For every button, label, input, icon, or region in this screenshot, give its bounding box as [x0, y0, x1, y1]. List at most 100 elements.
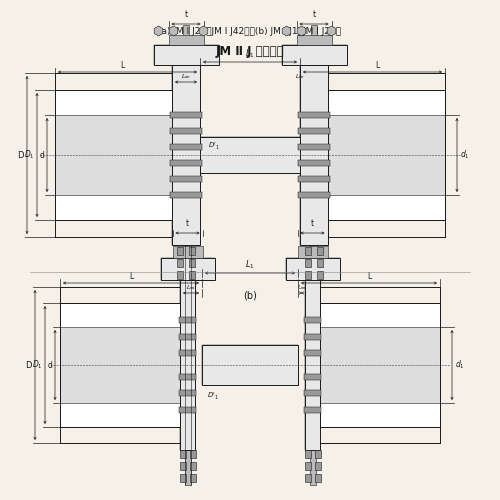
Bar [304, 350, 321, 356]
Bar [320, 327, 440, 403]
Bar [200, 137, 300, 173]
Bar [189, 247, 195, 255]
Bar [298, 160, 330, 166]
Bar [170, 144, 202, 150]
Bar [179, 334, 196, 340]
Polygon shape [327, 26, 336, 36]
Text: D: D [26, 360, 32, 370]
Bar [317, 259, 323, 267]
Bar [168, 35, 203, 45]
Bar [180, 280, 195, 450]
Bar [328, 90, 445, 220]
Text: $D_1$: $D_1$ [24, 149, 35, 161]
Text: t: t [311, 219, 314, 228]
Text: $L_{联弹}$: $L_{联弹}$ [296, 283, 306, 291]
Bar [160, 258, 214, 280]
Bar [286, 258, 340, 280]
Bar [305, 247, 311, 255]
Bar [170, 128, 202, 134]
Bar [298, 192, 330, 198]
Bar [177, 271, 183, 279]
Text: t: t [186, 219, 189, 228]
Bar [60, 327, 180, 403]
Bar [170, 176, 202, 182]
Bar [300, 65, 328, 245]
Text: $L_{联弹}$: $L_{联弹}$ [181, 72, 191, 80]
Bar [305, 280, 320, 450]
Bar [328, 115, 445, 195]
Polygon shape [169, 26, 178, 36]
Text: t: t [184, 10, 188, 19]
Bar [177, 259, 183, 267]
Text: $L_1$: $L_1$ [245, 258, 255, 271]
Bar [310, 245, 316, 485]
Bar [300, 65, 328, 245]
Bar [305, 271, 311, 279]
Bar [179, 350, 196, 356]
Bar [180, 280, 195, 450]
Polygon shape [297, 26, 306, 36]
Text: $L_{联弹}$: $L_{联弹}$ [186, 283, 196, 291]
Bar [170, 160, 202, 166]
Text: (a) JM Ⅰ J20～JM Ⅰ J42型；(b) JM Ⅰ J1～JM Ⅰ J29型: (a) JM Ⅰ J20～JM Ⅰ J42型；(b) JM Ⅰ J1～JM Ⅰ … [158, 28, 342, 36]
Bar [317, 271, 323, 279]
Bar [314, 450, 320, 458]
Bar [170, 112, 202, 118]
Text: d: d [48, 360, 53, 370]
Bar [190, 450, 196, 458]
Bar [304, 334, 321, 340]
Bar [172, 65, 200, 245]
Text: L: L [376, 61, 380, 70]
Text: $D'_1$: $D'_1$ [207, 391, 219, 402]
Bar [177, 247, 183, 255]
Bar [304, 450, 310, 458]
Bar [298, 144, 330, 150]
Bar [314, 462, 320, 470]
Bar [202, 345, 298, 385]
Bar [180, 474, 186, 482]
Bar [184, 245, 190, 485]
Polygon shape [199, 26, 208, 36]
Bar [304, 407, 321, 413]
Bar [172, 65, 200, 245]
Bar [202, 345, 298, 385]
Text: t: t [312, 10, 316, 19]
Bar [305, 280, 320, 450]
Bar [170, 192, 202, 198]
Text: $D'_1$: $D'_1$ [208, 141, 220, 152]
Bar [311, 25, 317, 285]
Bar [154, 45, 218, 65]
Bar [183, 25, 189, 285]
Bar [286, 258, 340, 280]
Bar [200, 137, 300, 173]
Bar [282, 45, 346, 65]
Text: JM Ⅱ J 型联轴器: JM Ⅱ J 型联轴器 [216, 46, 284, 59]
Text: $L_1$: $L_1$ [245, 48, 255, 60]
Text: L: L [367, 272, 371, 281]
Polygon shape [154, 26, 163, 36]
Bar [179, 317, 196, 323]
Bar [304, 390, 321, 396]
Bar [320, 303, 440, 427]
Bar [179, 390, 196, 396]
Bar [154, 45, 218, 65]
Bar [298, 128, 330, 134]
Text: (b): (b) [243, 290, 257, 300]
Polygon shape [282, 26, 291, 36]
Bar [180, 450, 186, 458]
Bar [298, 176, 330, 182]
Bar [190, 462, 196, 470]
Bar [296, 35, 332, 45]
Bar [298, 246, 328, 258]
Text: D: D [18, 150, 24, 160]
Bar [160, 258, 214, 280]
Bar [305, 259, 311, 267]
Bar [304, 474, 310, 482]
Bar [172, 246, 203, 258]
Bar [179, 407, 196, 413]
Text: $L_{联弹}$: $L_{联弹}$ [295, 72, 305, 80]
Bar [314, 474, 320, 482]
Text: d: d [40, 150, 45, 160]
Bar [180, 462, 186, 470]
Bar [304, 317, 321, 323]
